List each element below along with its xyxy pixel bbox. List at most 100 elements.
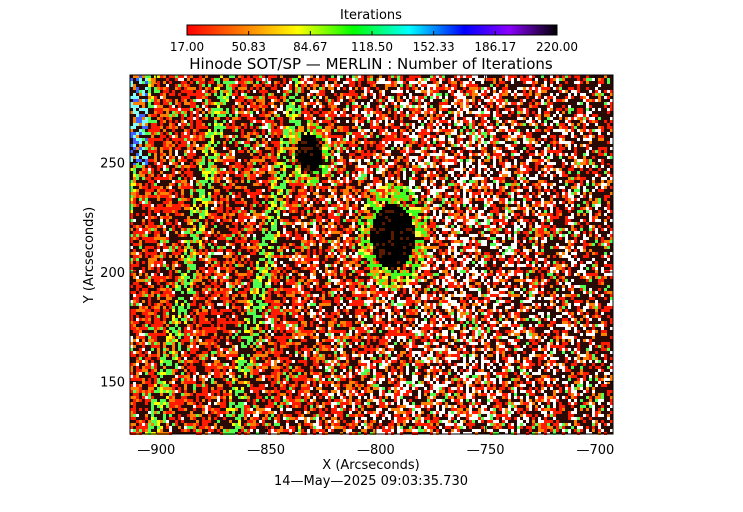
heatmap-cell xyxy=(367,171,370,174)
heatmap-cell xyxy=(472,210,475,213)
heatmap-cell xyxy=(601,153,604,156)
heatmap-cell xyxy=(214,108,217,111)
heatmap-cell xyxy=(340,162,343,165)
heatmap-cell xyxy=(277,171,280,174)
heatmap-cell xyxy=(199,114,202,117)
heatmap-cell xyxy=(268,153,271,156)
heatmap-cell xyxy=(451,213,454,216)
heatmap-cell xyxy=(454,219,457,222)
heatmap-cell xyxy=(340,183,343,186)
heatmap-cell xyxy=(484,165,487,168)
heatmap-cell xyxy=(289,153,292,156)
heatmap-cell xyxy=(280,207,283,210)
heatmap-cell xyxy=(490,99,493,102)
heatmap-cell xyxy=(142,93,145,96)
heatmap-cell xyxy=(475,174,478,177)
heatmap-cell xyxy=(193,102,196,105)
heatmap-cell xyxy=(490,102,493,105)
heatmap-cell xyxy=(166,102,169,105)
heatmap-cell xyxy=(484,90,487,93)
heatmap-cell xyxy=(331,174,334,177)
heatmap-cell xyxy=(361,120,364,123)
heatmap-cell xyxy=(373,141,376,144)
heatmap-cell xyxy=(382,168,385,171)
heatmap-cell xyxy=(289,159,292,162)
heatmap-cell xyxy=(226,177,229,180)
heatmap-cell xyxy=(484,87,487,90)
heatmap-cell xyxy=(508,192,511,195)
heatmap-cell xyxy=(196,219,199,222)
heatmap-cell xyxy=(163,93,166,96)
heatmap-cell xyxy=(286,195,289,198)
heatmap-cell xyxy=(172,162,175,165)
heatmap-cell xyxy=(586,108,589,111)
heatmap-cell xyxy=(265,162,268,165)
heatmap-cell xyxy=(508,75,511,78)
heatmap-cell xyxy=(466,111,469,114)
heatmap-cell xyxy=(352,84,355,87)
heatmap-cell xyxy=(217,114,220,117)
heatmap-cell xyxy=(562,159,565,162)
heatmap-cell xyxy=(160,132,163,135)
heatmap-cell xyxy=(523,111,526,114)
heatmap-cell xyxy=(466,177,469,180)
heatmap-cell xyxy=(514,123,517,126)
heatmap-cell xyxy=(571,213,574,216)
heatmap-cell xyxy=(493,210,496,213)
heatmap-cell xyxy=(241,150,244,153)
heatmap-cell xyxy=(583,156,586,159)
heatmap-cell xyxy=(199,99,202,102)
heatmap-cell xyxy=(292,108,295,111)
heatmap-cell xyxy=(412,111,415,114)
heatmap-cell xyxy=(175,222,178,225)
heatmap-cell xyxy=(502,174,505,177)
heatmap-cell xyxy=(253,204,256,207)
heatmap-cell xyxy=(598,126,601,129)
heatmap-cell xyxy=(610,126,613,129)
heatmap-cell xyxy=(205,180,208,183)
heatmap-cell xyxy=(427,102,430,105)
heatmap-cell xyxy=(502,207,505,210)
heatmap-cell xyxy=(505,165,508,168)
heatmap-cell xyxy=(373,213,376,216)
heatmap-cell xyxy=(298,129,301,132)
heatmap-cell xyxy=(226,84,229,87)
colorbar-tick-label: 118.50 xyxy=(351,40,393,54)
heatmap-cell xyxy=(205,177,208,180)
heatmap-cell xyxy=(154,75,157,78)
heatmap-cell xyxy=(541,168,544,171)
heatmap-cell xyxy=(346,174,349,177)
heatmap-cell xyxy=(463,201,466,204)
heatmap-cell xyxy=(553,114,556,117)
heatmap-cell xyxy=(415,195,418,198)
heatmap-cell xyxy=(538,204,541,207)
heatmap-cell xyxy=(265,156,268,159)
heatmap-cell xyxy=(532,219,535,222)
heatmap-cell xyxy=(493,93,496,96)
heatmap-cell xyxy=(328,186,331,189)
heatmap-cell xyxy=(190,111,193,114)
heatmap-cell xyxy=(577,123,580,126)
heatmap-cell xyxy=(523,138,526,141)
heatmap-cell xyxy=(358,162,361,165)
heatmap-cell xyxy=(322,213,325,216)
heatmap-cell xyxy=(529,144,532,147)
heatmap-cell xyxy=(433,90,436,93)
heatmap-cell xyxy=(256,105,259,108)
heatmap-cell xyxy=(388,78,391,81)
heatmap-cell xyxy=(241,201,244,204)
heatmap-cell xyxy=(322,75,325,78)
heatmap-cell xyxy=(460,81,463,84)
heatmap-cell xyxy=(190,177,193,180)
heatmap-cell xyxy=(547,147,550,150)
heatmap-cell xyxy=(493,204,496,207)
heatmap-cell xyxy=(451,183,454,186)
heatmap-cell xyxy=(298,198,301,201)
heatmap-cell xyxy=(526,180,529,183)
heatmap-cell xyxy=(145,93,148,96)
heatmap-cell xyxy=(187,216,190,219)
heatmap-cell xyxy=(205,171,208,174)
heatmap-cell xyxy=(274,114,277,117)
heatmap-cell xyxy=(238,174,241,177)
heatmap-cell xyxy=(277,153,280,156)
